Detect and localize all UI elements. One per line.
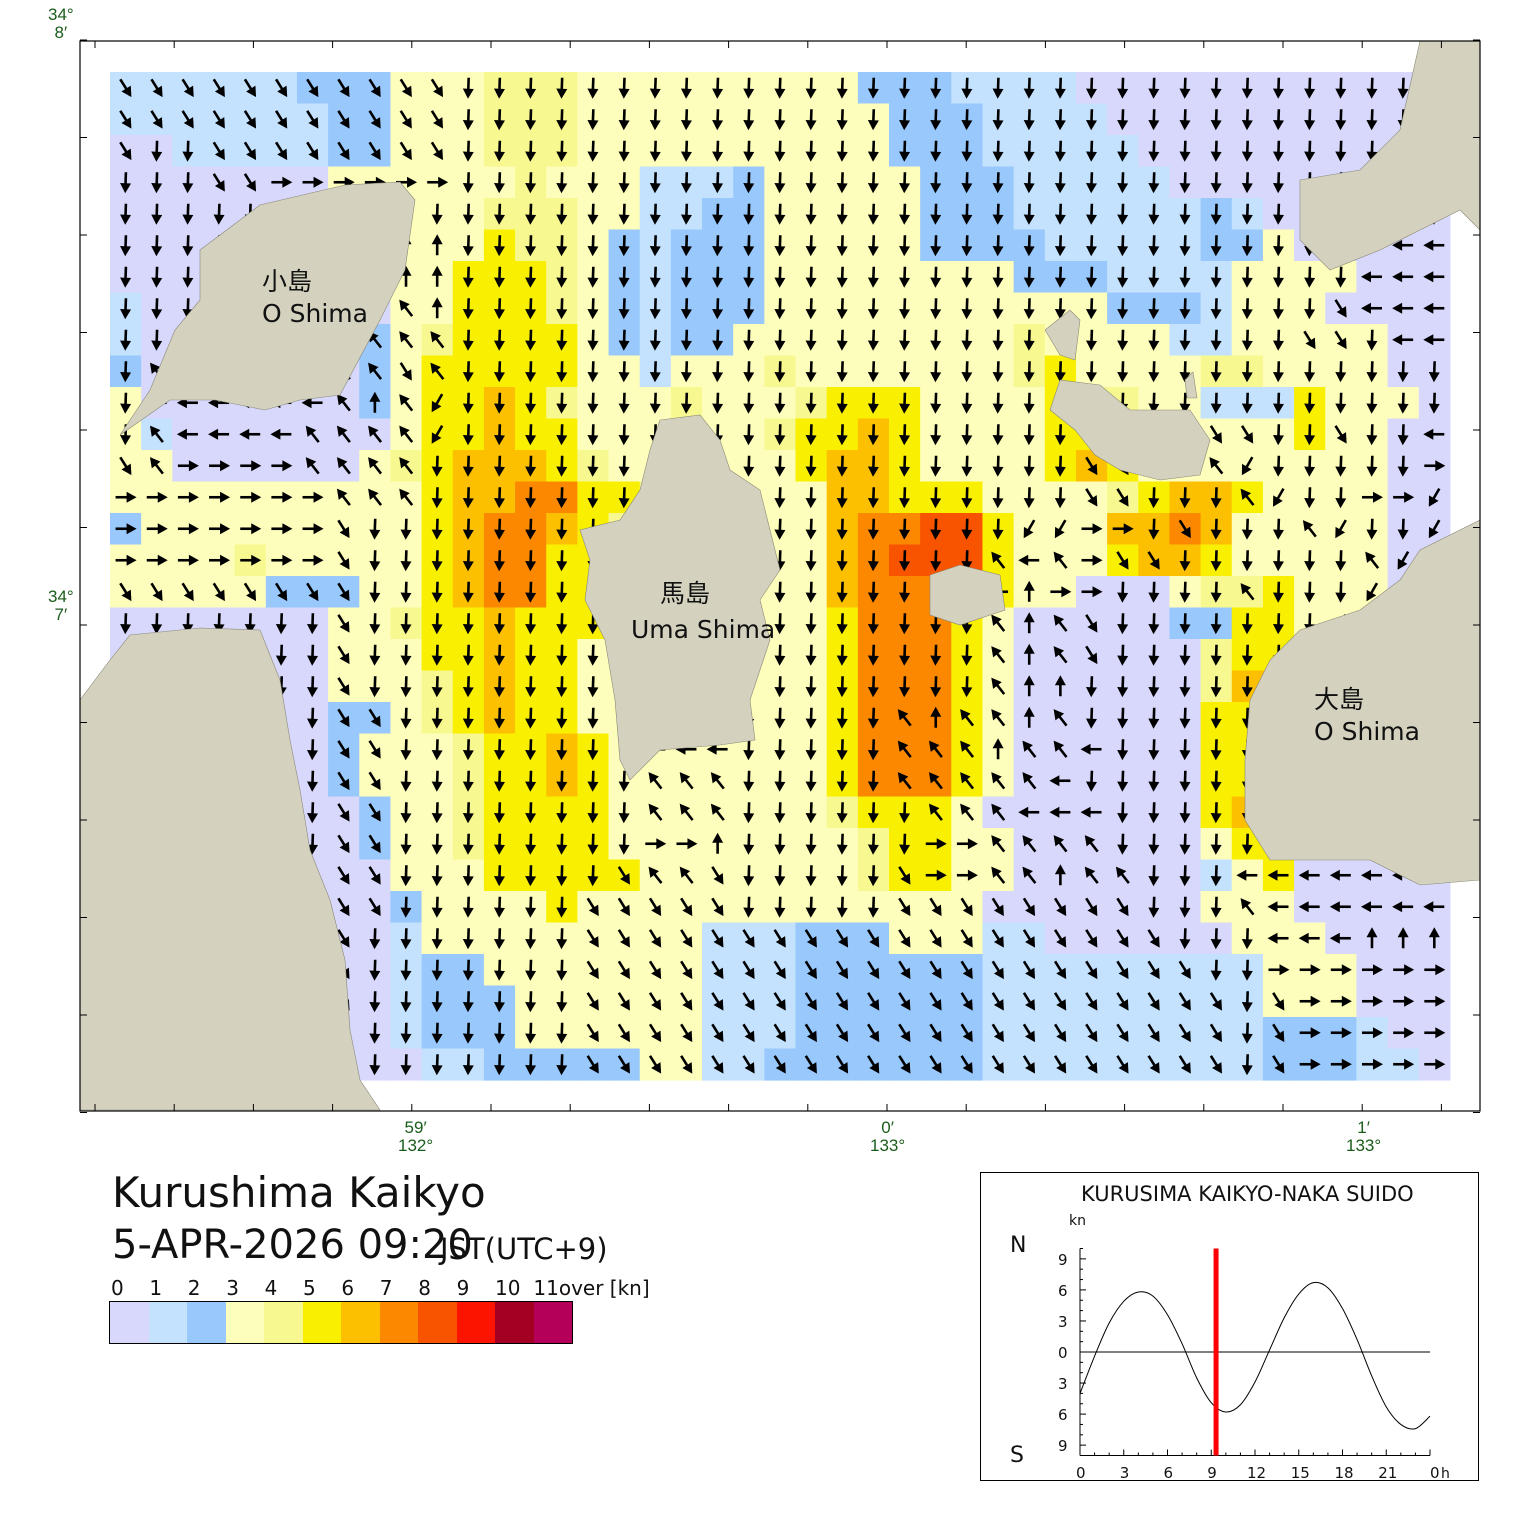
speed-legend xyxy=(109,1301,573,1344)
legend-label: 10 xyxy=(495,1276,521,1300)
legend-label: 3 xyxy=(226,1276,239,1300)
island-label-uma-shima-en: Uma Shima xyxy=(631,615,776,644)
legend-label: 5 xyxy=(303,1276,316,1300)
legend-swatch xyxy=(187,1302,226,1343)
legend-swatch xyxy=(225,1302,264,1343)
island-label-o-shima: 大島 O Shima xyxy=(1314,685,1420,746)
island-label-uma-shima-jp: 馬島 xyxy=(660,579,711,608)
legend-label: 0 xyxy=(111,1276,124,1300)
legend-swatch xyxy=(418,1302,457,1343)
legend-swatch xyxy=(533,1302,572,1343)
legend-label: 11over [kn] xyxy=(533,1276,650,1300)
lat-label-8: 34° 8′ xyxy=(48,5,74,42)
lon-label-0: 0′ 133° xyxy=(870,1118,906,1155)
legend-swatch xyxy=(379,1302,418,1343)
island-label-ko-shima: 小島 O Shima xyxy=(262,267,368,328)
lon-label-1: 1′ 133° xyxy=(1346,1118,1382,1155)
legend-swatch xyxy=(341,1302,380,1343)
legend-swatch xyxy=(456,1302,495,1343)
map-timezone: JST(UTC+9) xyxy=(440,1232,608,1266)
map-datetime: 5-APR-2026 09:20 xyxy=(112,1222,473,1268)
legend-swatch xyxy=(110,1302,149,1343)
legend-label: 4 xyxy=(264,1276,278,1300)
legend-label: 1 xyxy=(149,1276,163,1300)
legend-swatch xyxy=(302,1302,341,1343)
legend-swatch xyxy=(495,1302,534,1343)
legend-label: 7 xyxy=(379,1276,393,1300)
map-title: Kurushima Kaikyo xyxy=(112,1168,486,1217)
legend-label: 6 xyxy=(341,1276,355,1300)
tide-chart-title: KURUSIMA KAIKYO-NAKA SUIDO xyxy=(1081,1182,1414,1206)
tide-chart-panel xyxy=(980,1172,1479,1481)
legend-swatch xyxy=(264,1302,303,1343)
lat-label-7: 34° 7′ xyxy=(48,587,74,624)
lon-label-59: 59′ 132° xyxy=(398,1118,434,1155)
legend-swatch xyxy=(148,1302,187,1343)
legend-label: 9 xyxy=(456,1276,470,1300)
legend-label: 8 xyxy=(418,1276,431,1300)
legend-label: 2 xyxy=(187,1276,201,1300)
